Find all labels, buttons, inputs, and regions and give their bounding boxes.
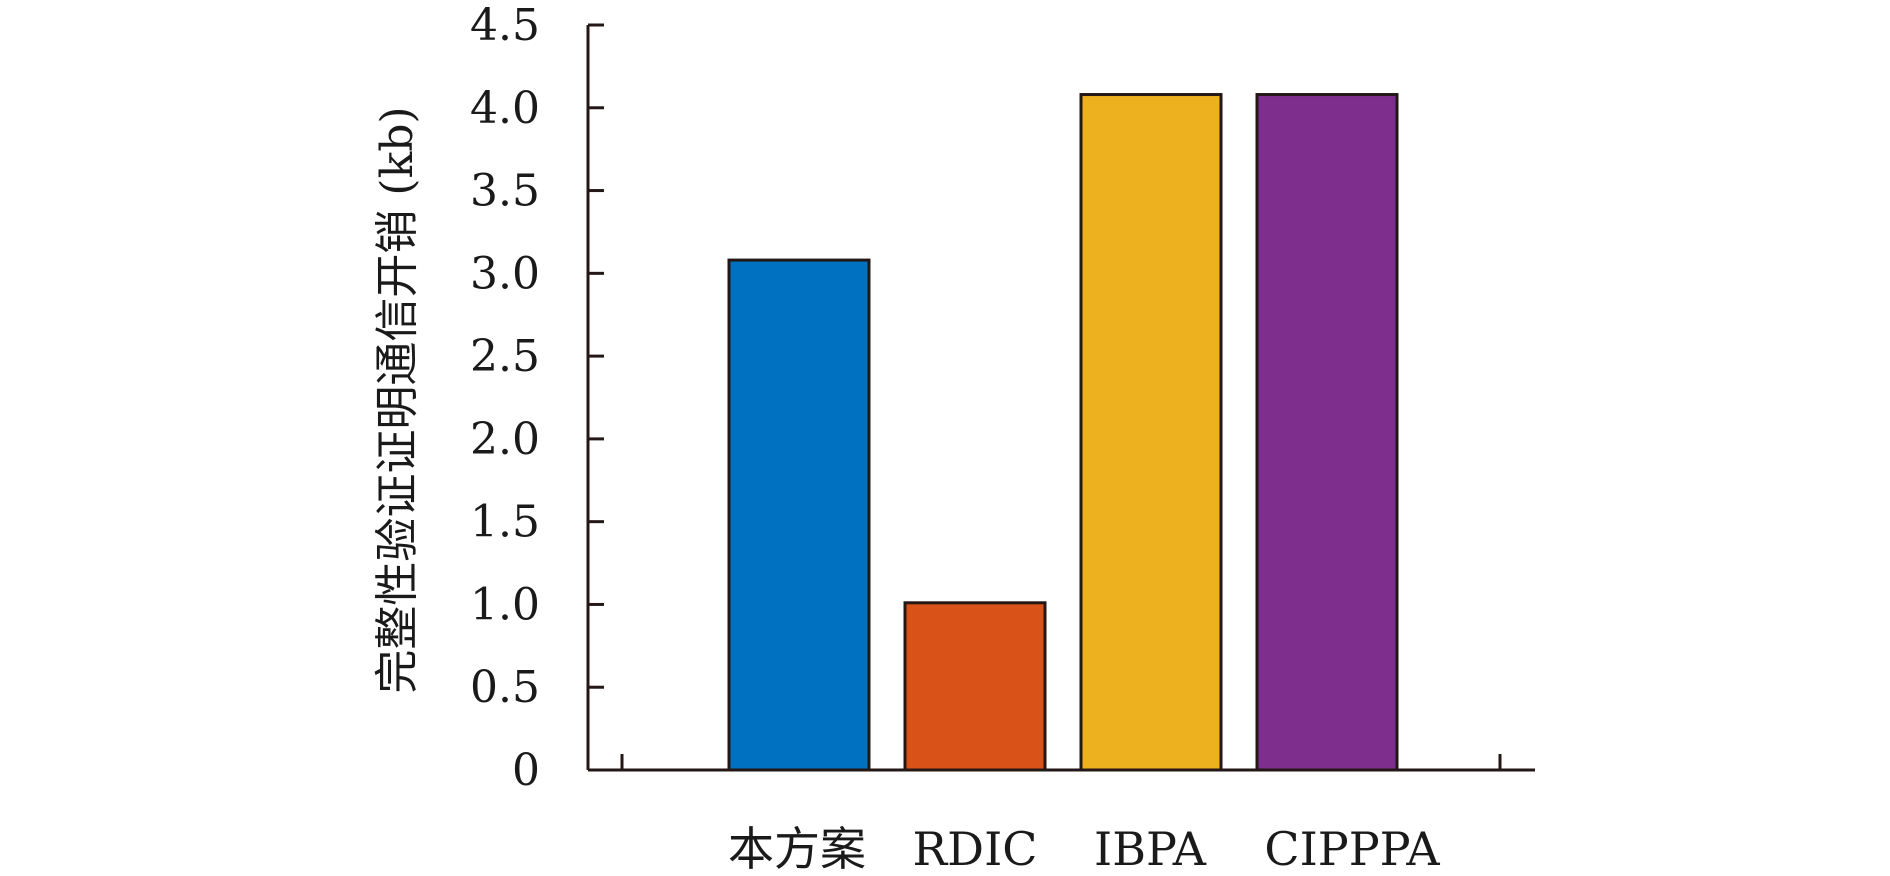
y-tick-label: 1.5 bbox=[470, 497, 540, 548]
y-tick-label: 3.5 bbox=[470, 166, 540, 217]
bar-0 bbox=[727, 258, 871, 772]
y-ticks: 0 0.5 1.0 1.5 2.0 2.5 3.0 3.5 4.0 4.5 bbox=[470, 0, 604, 796]
bar-1 bbox=[903, 601, 1047, 772]
axes bbox=[586, 25, 1535, 772]
x-category-label: RDIC bbox=[913, 822, 1038, 876]
y-tick-label: 0.5 bbox=[470, 662, 540, 713]
y-axis-label-group: 完整性验证证明通信开销 (kb) bbox=[372, 106, 423, 693]
x-category-label: 本方案 bbox=[728, 822, 866, 876]
bar-2 bbox=[1079, 93, 1223, 772]
y-tick-label: 2.5 bbox=[470, 331, 540, 382]
y-tick-label: 3.0 bbox=[470, 248, 540, 299]
x-ticks bbox=[620, 754, 1502, 770]
y-tick-label: 2.0 bbox=[470, 414, 540, 465]
bar-3 bbox=[1255, 93, 1399, 772]
y-tick-label: 4.5 bbox=[470, 0, 540, 51]
y-tick-label: 4.0 bbox=[470, 83, 540, 134]
y-tick-label: 0 bbox=[512, 745, 540, 796]
x-labels: 本方案 RDIC IBPA CIPPPA bbox=[728, 822, 1440, 876]
y-axis-label: 完整性验证证明通信开销 (kb) bbox=[372, 106, 423, 693]
x-category-label: IBPA bbox=[1094, 822, 1207, 876]
bars bbox=[727, 93, 1399, 772]
x-category-label: CIPPPA bbox=[1264, 822, 1440, 876]
y-tick-label: 1.0 bbox=[470, 579, 540, 630]
